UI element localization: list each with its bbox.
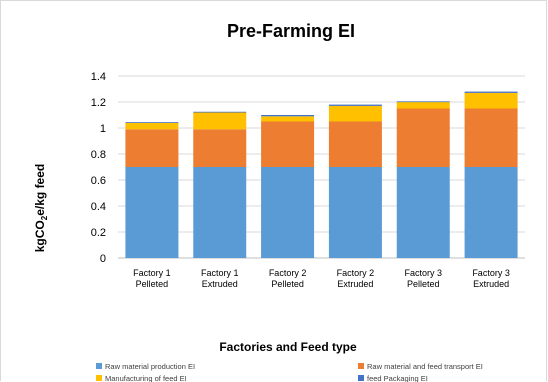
y-tick-label: 0.4 — [91, 201, 106, 213]
bar-segment — [328, 167, 382, 258]
y-tick-label: 0.6 — [91, 175, 106, 187]
x-tick-label: Extruded — [202, 279, 238, 289]
x-tick-label: Pelleted — [136, 279, 169, 289]
legend: Raw material production EI Raw material a… — [96, 362, 483, 382]
x-tick-label: Factory 3 — [404, 268, 442, 278]
bar-segment — [261, 115, 315, 117]
bar-segment — [328, 105, 382, 122]
y-tick-label: 1 — [100, 123, 106, 135]
legend-item: feed Packaging EI — [367, 374, 428, 382]
bar-segment — [396, 108, 450, 167]
legend-item: Raw material production EI — [105, 362, 195, 371]
bar-segment — [464, 108, 518, 167]
bar-segment — [261, 167, 315, 258]
gridlines — [118, 75, 525, 259]
bar-segment — [464, 91, 518, 93]
legend-swatch — [96, 375, 102, 381]
x-tick-label: Pelleted — [407, 279, 440, 289]
bar-segment — [396, 101, 450, 103]
y-axis-label: kgCO2e/kg feed — [33, 164, 49, 253]
x-tick-label: Factory 2 — [269, 268, 307, 278]
x-tick-label: Factory 2 — [337, 268, 375, 278]
bar-segment — [464, 92, 518, 109]
y-tick-labels: 0 0.2 0.4 0.6 0.8 1 1.2 1.4 — [91, 71, 106, 265]
y-tick-label: 0 — [100, 253, 106, 265]
bar-segment — [328, 121, 382, 167]
y-tick-label: 0.8 — [91, 149, 106, 161]
bar-segment — [396, 167, 450, 258]
bar-segment — [396, 102, 450, 109]
legend-item: Manufacturing of feed EI — [105, 374, 187, 382]
x-tick-label: Extruded — [473, 279, 509, 289]
bar-segment — [193, 167, 247, 258]
bar-segment — [261, 121, 315, 167]
y-tick-label: 1.2 — [91, 97, 106, 109]
x-tick-label: Factory 1 — [201, 268, 239, 278]
legend-swatch — [358, 363, 364, 369]
legend-swatch — [96, 363, 102, 369]
chart-title: Pre-Farming EI — [227, 21, 355, 41]
bar-segment — [193, 111, 247, 113]
bars — [125, 91, 518, 258]
bar-segment — [125, 122, 179, 123]
bar-segment — [464, 167, 518, 258]
x-tick-label: Pelleted — [271, 279, 304, 289]
y-tick-label: 1.4 — [91, 71, 106, 83]
bar-segment — [125, 122, 179, 130]
legend-item: Raw material and feed transport EI — [367, 362, 483, 371]
y-tick-label: 0.2 — [91, 227, 106, 239]
x-tick-label: Extruded — [337, 279, 373, 289]
x-axis-label: Factories and Feed type — [219, 340, 357, 354]
bar-segment — [193, 112, 247, 130]
x-tick-label: Factory 3 — [472, 268, 510, 278]
x-tick-label: Factory 1 — [133, 268, 171, 278]
bar-segment — [261, 116, 315, 122]
bar-segment — [328, 104, 382, 106]
bar-segment — [193, 129, 247, 167]
bar-segment — [125, 129, 179, 167]
bar-segment — [125, 167, 179, 258]
legend-swatch — [358, 375, 364, 381]
